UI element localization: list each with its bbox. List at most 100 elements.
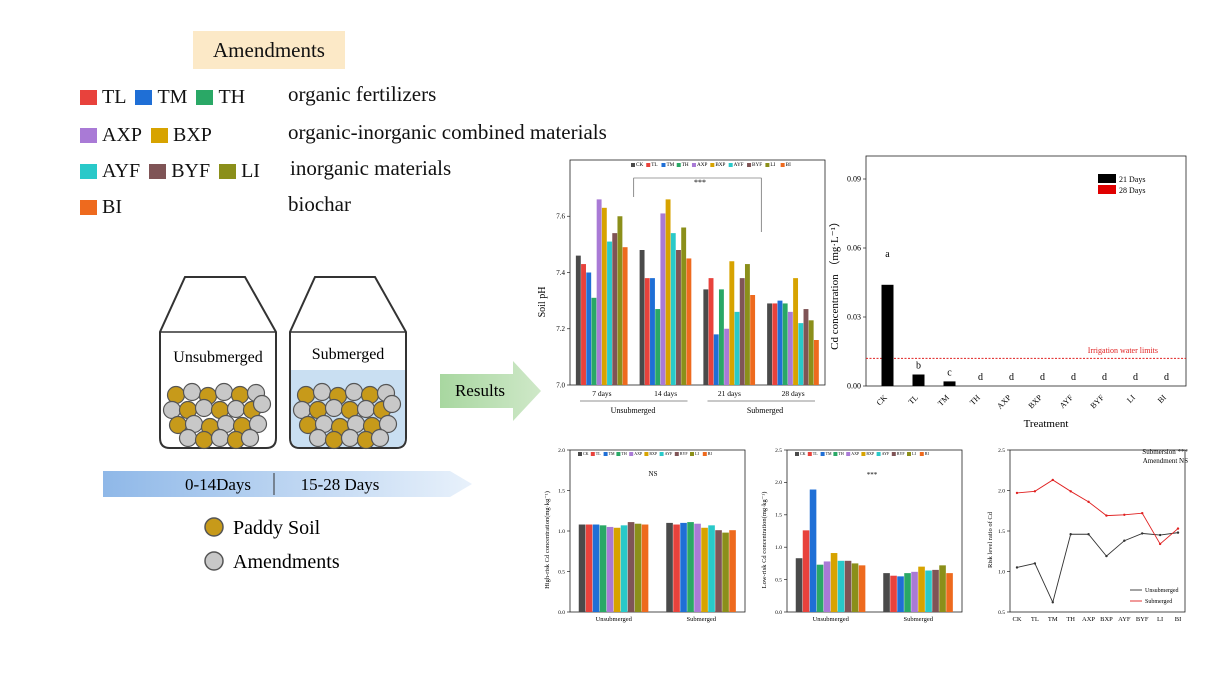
low-risk-cd-chart: Low-risk Cd concentration(mg·kg⁻¹) *** 0…	[761, 448, 963, 623]
low-risk-ytick-label: 0.0	[775, 610, 782, 616]
low-risk-bar	[897, 576, 904, 612]
high-risk-ylabel: High-risk Cd concentration(mg·kg⁻¹)	[544, 491, 551, 589]
legend-row-inorganic: AYF BYF LI	[80, 160, 269, 183]
high-risk-bar	[701, 527, 708, 612]
low-risk-bar	[837, 560, 845, 612]
low-risk-legend-label: LI	[912, 451, 916, 456]
risk-legend-label: Unsubmerged	[1145, 588, 1179, 594]
soil-ph-bar	[612, 233, 618, 385]
jar-ball	[252, 394, 272, 414]
combined-desc: organic-inorganic combined materials	[288, 120, 607, 144]
low-risk-legend-label: BXP	[866, 451, 875, 456]
soil-ph-legend-swatch	[631, 163, 635, 167]
jar-ball	[324, 398, 344, 418]
soil-ph-bar	[777, 300, 783, 385]
soil-ph-sig-bracket	[633, 177, 762, 232]
soil-ph-bar	[793, 278, 799, 385]
high-risk-bar	[620, 525, 628, 612]
high-risk-ytick-label: 1.5	[558, 488, 565, 494]
high-risk-bar	[599, 525, 607, 612]
cd-ytick-label: 0.03	[847, 313, 861, 322]
soil-ph-legend-label: TM	[666, 162, 674, 168]
risk-xtick-label: BYF	[1136, 616, 1149, 623]
risk-point	[1158, 533, 1162, 537]
low-risk-ylabel: Low-risk Cd concentration(mg·kg⁻¹)	[761, 492, 768, 589]
soil-ph-bar	[798, 323, 804, 385]
cd-xtick-label: TH	[968, 393, 982, 407]
risk-ytick-label: 0.5	[998, 610, 1005, 616]
timeline-arrow	[103, 471, 472, 497]
cd-bar	[912, 374, 925, 386]
cd-xtick-label: BYF	[1089, 393, 1107, 411]
jar-ball	[166, 385, 186, 405]
soil-ph-bar	[607, 241, 612, 385]
bi-swatch	[80, 200, 97, 215]
high-risk-legend-label: AYF	[665, 451, 673, 456]
high-risk-bar	[641, 524, 649, 612]
high-risk-cd-chart: High-risk Cd concentration(mg·kg⁻¹) NS 0…	[544, 448, 746, 623]
jar-ball	[240, 428, 260, 448]
soil-ph-xtick-label: 21 days	[718, 389, 741, 398]
risk-point	[1033, 562, 1037, 565]
cd-letter: d	[1040, 372, 1045, 383]
low-risk-legend-swatch	[846, 452, 851, 456]
tm-label: TM	[157, 86, 188, 108]
axp-label: AXP	[102, 124, 143, 146]
soil-ph-bar	[622, 247, 628, 385]
soil-ph-significance: ***	[694, 178, 706, 187]
high-risk-bar	[729, 530, 736, 612]
soil-ph-ytick-label: 7.6	[556, 213, 565, 221]
jar-ball	[296, 385, 316, 405]
cd-xtick-label: AXP	[995, 393, 1013, 411]
soil-ph-bar	[639, 250, 645, 385]
cd-ytick-label: 0.06	[847, 244, 861, 253]
low-risk-bar	[795, 558, 803, 612]
soil-ph-xtick-label: 28 days	[782, 389, 805, 398]
risk-point	[1015, 491, 1019, 495]
risk-xtick-label: AYF	[1118, 616, 1131, 623]
paddy-soil-key-icon	[204, 517, 224, 537]
risk-xtick-label: TM	[1048, 616, 1058, 623]
soil-ph-bar	[586, 272, 592, 385]
high-risk-legend-label: TH	[621, 451, 626, 456]
risk-point	[1051, 478, 1054, 482]
high-risk-legend-swatch	[578, 452, 582, 456]
risk-point	[1069, 490, 1072, 493]
risk-ratio-chart: Risk level ratio of Cd Submersion *** Am…	[987, 448, 1188, 623]
soil-ph-legend-swatch	[661, 163, 666, 167]
jar-ball	[344, 382, 364, 402]
jar-ball	[356, 399, 376, 419]
soil-ph-bar	[718, 289, 724, 385]
soil-ph-bar	[655, 309, 661, 385]
low-risk-legend-swatch	[907, 452, 911, 456]
jar-ball	[182, 382, 202, 402]
high-risk-bar	[627, 522, 635, 612]
low-risk-xtick-label: Unsubmerged	[813, 616, 850, 623]
risk-legend-label: Submerged	[1145, 599, 1172, 605]
low-risk-legend-label: TM	[826, 451, 832, 456]
tl-label: TL	[102, 86, 127, 108]
soil-ph-bar	[676, 250, 681, 385]
high-risk-legend-label: LI	[695, 451, 699, 456]
jar-ball	[210, 428, 230, 448]
high-risk-legend-label: AXP	[634, 451, 643, 456]
soil-ph-bar	[601, 207, 607, 385]
low-risk-legend-label: BYF	[897, 451, 906, 456]
high-risk-bar	[680, 522, 687, 612]
risk-ratio-ylabel: Risk level ratio of Cd	[987, 511, 994, 568]
high-risk-legend-swatch	[659, 452, 664, 456]
high-risk-bar	[694, 523, 701, 612]
high-risk-ytick-label: 0.0	[558, 610, 565, 616]
high-risk-significance: NS	[649, 470, 658, 478]
soil-ph-ytick-label: 7.0	[556, 381, 565, 389]
risk-point	[1033, 490, 1037, 493]
high-risk-legend-label: BYF	[680, 451, 689, 456]
risk-point	[1051, 601, 1054, 604]
low-risk-legend-swatch	[833, 452, 838, 456]
high-risk-bar	[722, 532, 729, 612]
low-risk-bar	[911, 571, 918, 612]
amendments-title: Amendments	[193, 31, 345, 69]
low-risk-legend-label: BI	[925, 451, 930, 456]
low-risk-legend-swatch	[795, 452, 799, 456]
